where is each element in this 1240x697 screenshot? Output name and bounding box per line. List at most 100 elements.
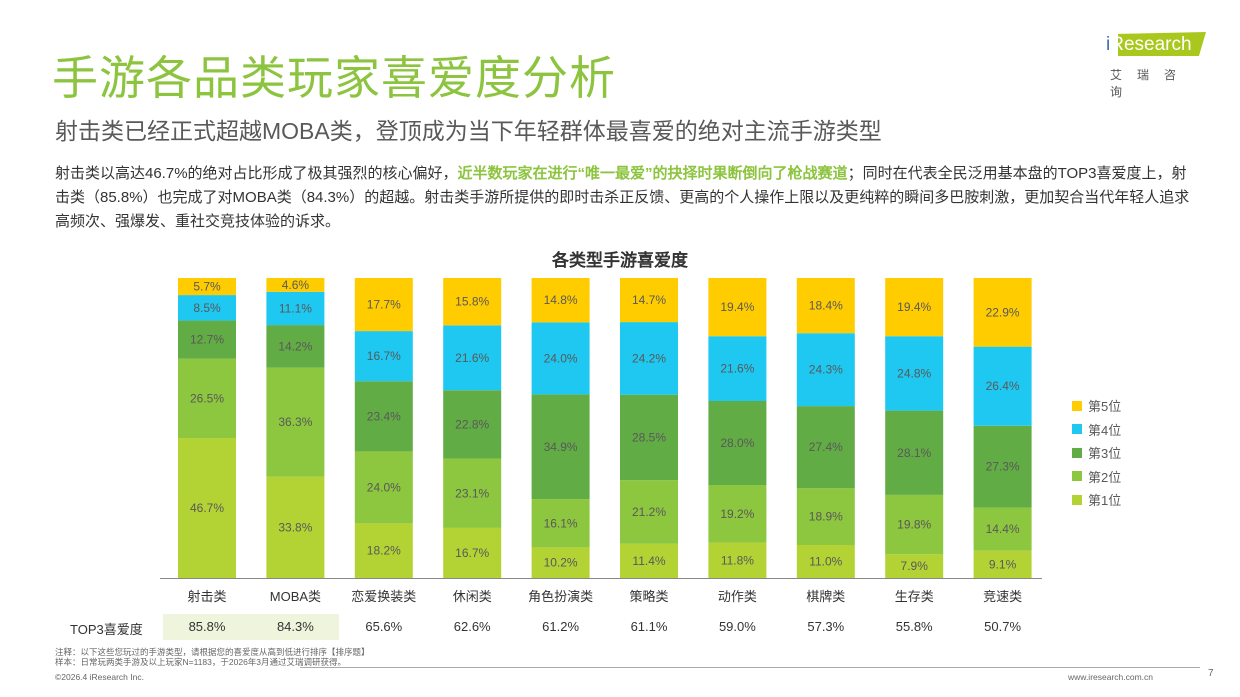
- top3-value: 61.2%: [542, 619, 580, 634]
- bar-segment: [885, 278, 944, 337]
- top3-value: 55.8%: [895, 619, 933, 634]
- data-label: 22.8%: [455, 417, 489, 431]
- data-label: 18.2%: [367, 544, 401, 558]
- data-label: 19.4%: [897, 300, 931, 314]
- data-label: 22.9%: [986, 305, 1020, 319]
- bar-segment: [531, 278, 590, 323]
- data-label: 12.7%: [190, 333, 224, 347]
- legend: 第5位第4位第3位第2位第1位: [1072, 394, 1121, 512]
- data-label: 26.5%: [190, 391, 224, 405]
- bar-segment: [354, 331, 413, 382]
- bar-segment: [973, 346, 1032, 426]
- bar-segment: [973, 425, 1032, 508]
- note-text: 注释：以下这些您玩过的手游类型，请根据您的喜爱度从高到低进行排序【排序题】: [55, 647, 370, 657]
- top3-label: TOP3喜爱度: [70, 622, 143, 637]
- bar-segment: [266, 278, 325, 292]
- bar-segment: [266, 291, 325, 326]
- data-label: 23.4%: [367, 409, 401, 423]
- bar-segment: [443, 458, 502, 528]
- website-link[interactable]: www.iresearch.com.cn: [1068, 672, 1154, 682]
- chart-title: 各类型手游喜爱度: [552, 251, 688, 270]
- bar-segment: [178, 278, 236, 296]
- body-part: ；同时在代表全民泛用基本盘的TOP3喜爱度上，射击类（85.8%）也完成了对MO…: [55, 165, 1190, 230]
- data-label: 23.1%: [455, 486, 489, 500]
- bar-segment: [266, 325, 325, 368]
- page-subtitle: 射击类已经正式超越MOBA类，登顶成为当下年轻群体最喜爱的绝对主流手游类型: [55, 118, 882, 144]
- data-label: 11.1%: [279, 301, 312, 315]
- copyright: ©2026.4 iResearch Inc.: [55, 672, 144, 682]
- data-label: 16.7%: [455, 546, 489, 560]
- bar-segment: [531, 394, 590, 500]
- category-label: 恋爱换装类: [351, 589, 416, 604]
- legend-label: 第5位: [1088, 399, 1122, 415]
- bar-segment: [443, 278, 502, 326]
- data-label: 14.2%: [278, 339, 312, 353]
- bar-segment: [708, 401, 767, 485]
- legend-label: 第1位: [1088, 493, 1122, 509]
- bar-segment: [354, 278, 413, 332]
- notes: 注释：以下这些您玩过的手游类型，请根据您的喜爱度从高到低进行排序【排序题】 样本…: [55, 647, 370, 667]
- data-label: 5.7%: [193, 280, 221, 294]
- bar-segment: [354, 523, 413, 578]
- bar-segment: [708, 542, 767, 578]
- legend-label: 第2位: [1088, 469, 1122, 485]
- legend-label: 第3位: [1088, 446, 1122, 462]
- page-number: 7: [1208, 668, 1214, 679]
- category-label: 休闲类: [453, 589, 492, 604]
- data-label: 11.8%: [721, 553, 754, 567]
- top3-value: 57.3%: [807, 619, 845, 634]
- bar-segment: [178, 438, 236, 578]
- data-label: 24.8%: [897, 366, 931, 380]
- category-label: 射击类: [187, 589, 226, 604]
- legend-swatch: [1072, 424, 1082, 435]
- legend-item: 第1位: [1072, 488, 1121, 512]
- legend-label: 第4位: [1088, 422, 1122, 438]
- data-label: 28.5%: [632, 430, 666, 444]
- bar-segment: [266, 367, 325, 477]
- bar-segment: [885, 410, 944, 495]
- data-label: 19.2%: [720, 507, 754, 521]
- top3-value: 85.8%: [163, 614, 251, 640]
- divider: [300, 667, 1200, 668]
- legend-item: 第5位: [1072, 394, 1121, 418]
- bar-segment: [708, 485, 767, 543]
- bar-segment: [178, 295, 236, 321]
- bar-segment: [443, 390, 502, 459]
- bar-segment: [973, 507, 1032, 551]
- data-label: 15.8%: [455, 295, 489, 309]
- data-label: 4.6%: [282, 278, 310, 292]
- data-label: 8.5%: [193, 301, 221, 315]
- data-label: 17.7%: [367, 298, 401, 312]
- top3-value: 65.6%: [365, 619, 403, 634]
- bar-segment: [531, 322, 590, 395]
- data-label: 33.8%: [278, 520, 312, 534]
- legend-swatch: [1072, 471, 1082, 482]
- bar-segment: [796, 278, 855, 334]
- data-label: 16.7%: [367, 349, 401, 363]
- bar-segment: [796, 488, 855, 545]
- category-label: 动作类: [718, 589, 757, 604]
- bar-segment: [620, 480, 678, 544]
- data-label: 14.4%: [986, 522, 1020, 536]
- top3-value: 59.0%: [718, 619, 756, 634]
- bar-segment: [885, 554, 944, 578]
- bar-segment: [885, 336, 944, 411]
- bar-segment: [796, 333, 855, 407]
- legend-item: 第3位: [1072, 441, 1121, 465]
- body-highlight: 近半数玩家在进行“唯一最爱”的抉择时果断倒向了枪战赛道: [457, 165, 848, 182]
- data-label: 46.7%: [190, 501, 224, 515]
- category-label: 生存类: [895, 589, 934, 604]
- bar-segment: [531, 499, 590, 548]
- data-label: 24.0%: [544, 351, 578, 365]
- bar-segment: [443, 527, 502, 578]
- data-label: 10.2%: [544, 556, 578, 570]
- data-label: 28.0%: [720, 436, 754, 450]
- bar-segment: [354, 451, 413, 524]
- bar-segment: [885, 494, 944, 555]
- bar-segment: [354, 381, 413, 452]
- page-title: 手游各品类玩家喜爱度分析: [52, 52, 616, 104]
- top3-value: 61.1%: [630, 619, 668, 634]
- bar-segment: [531, 547, 590, 578]
- bar-segment: [620, 278, 678, 323]
